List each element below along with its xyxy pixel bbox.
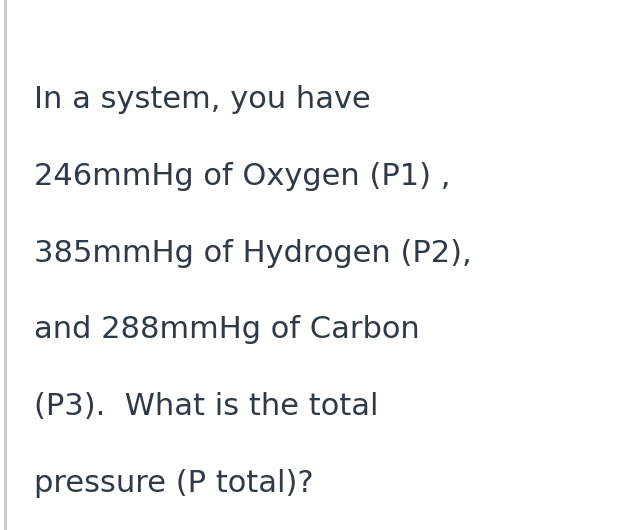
- Text: and 288mmHg of Carbon: and 288mmHg of Carbon: [34, 315, 420, 344]
- Text: pressure (P total)?: pressure (P total)?: [34, 469, 313, 498]
- Text: 385mmHg of Hydrogen (P2),: 385mmHg of Hydrogen (P2),: [34, 238, 471, 268]
- Text: In a system, you have: In a system, you have: [34, 85, 371, 114]
- Text: 246mmHg of Oxygen (P1) ,: 246mmHg of Oxygen (P1) ,: [34, 162, 450, 191]
- Text: (P3).  What is the total: (P3). What is the total: [34, 392, 378, 421]
